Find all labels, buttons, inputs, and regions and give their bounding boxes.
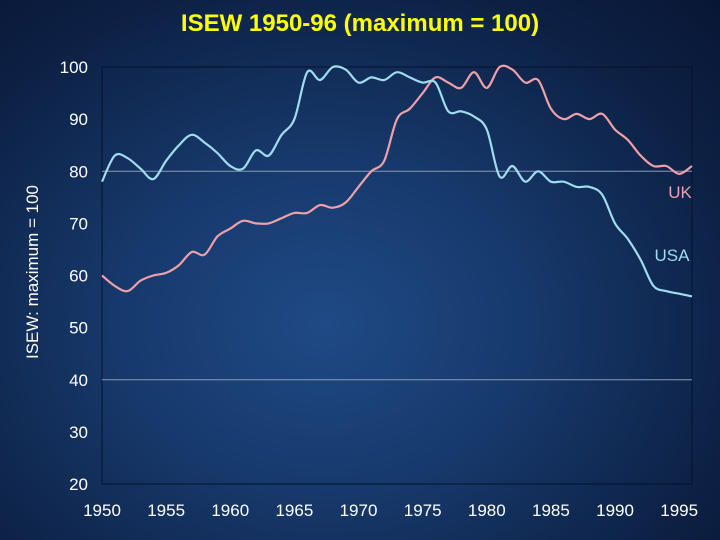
y-tick-label: 70 (69, 214, 88, 233)
grid-lines (102, 170, 692, 381)
x-tick-label: 1990 (596, 501, 634, 520)
x-tick-label: 1965 (275, 501, 313, 520)
plot-area (101, 66, 693, 485)
y-tick-label: 100 (60, 58, 88, 77)
x-tick-label: 1975 (404, 501, 442, 520)
series-label-uk: UK (668, 183, 692, 202)
series-label-usa: USA (655, 246, 691, 265)
y-tick-label: 50 (69, 319, 88, 338)
x-tick-label: 1950 (83, 501, 121, 520)
series-lines (100, 64, 693, 298)
x-tick-label: 1980 (468, 501, 506, 520)
y-tick-label: 80 (69, 162, 88, 181)
y-tick-label: 30 (69, 423, 88, 442)
x-tick-label: 1955 (147, 501, 185, 520)
series-line-uk (101, 64, 693, 293)
x-axis-ticks: 1950 1955 1960 1965 1970 1975 1980 1985 1990 1995 (83, 501, 698, 520)
x-tick-label: 1995 (660, 501, 698, 520)
y-axis-ticks: 100 90 80 70 60 50 40 30 20 (60, 58, 88, 494)
x-tick-label: 1985 (532, 501, 570, 520)
x-tick-label: 1960 (211, 501, 249, 520)
series-labels: UK USA (655, 183, 693, 265)
y-tick-label: 90 (69, 110, 88, 129)
chart-title: ISEW 1950-96 (maximum = 100) (180, 10, 540, 37)
series-line-usa (100, 65, 693, 298)
y-tick-label: 60 (69, 267, 88, 286)
y-tick-label: 40 (69, 371, 88, 390)
y-tick-label: 20 (69, 475, 88, 494)
x-tick-label: 1970 (340, 501, 378, 520)
